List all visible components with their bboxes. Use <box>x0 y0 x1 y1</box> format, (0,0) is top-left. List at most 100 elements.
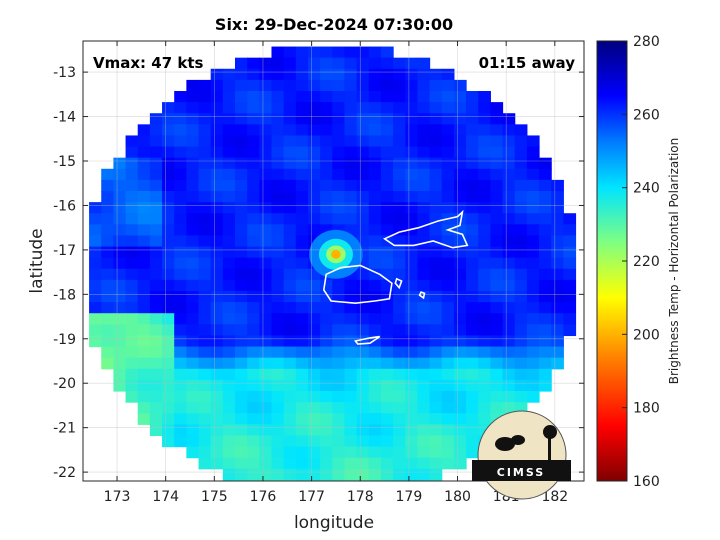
swath-cell <box>320 291 333 303</box>
swath-cell <box>174 168 187 181</box>
swath-cell <box>356 379 370 392</box>
swath-cell <box>210 68 224 81</box>
swath-cell <box>344 57 358 70</box>
swath-cell <box>344 46 358 59</box>
swath-cell <box>186 168 200 181</box>
swath-cell <box>137 179 151 192</box>
swath-cell <box>283 191 297 203</box>
swath-cell <box>186 368 200 381</box>
swath-cell <box>344 379 358 392</box>
swath-cell <box>466 291 479 303</box>
swath-cell <box>210 313 224 325</box>
swath-cell <box>222 435 236 448</box>
swath-cell <box>405 268 419 281</box>
swath-cell <box>393 79 406 92</box>
swath-cell <box>89 213 102 225</box>
swath-cell <box>417 168 431 181</box>
swath-cell <box>344 457 358 470</box>
swath-cell <box>417 57 431 70</box>
swath-cell <box>356 268 370 281</box>
swath-cell <box>259 413 273 425</box>
swath-cell <box>332 57 346 70</box>
swath-cell <box>563 235 577 248</box>
swath-cell <box>563 302 577 314</box>
swath-cell <box>101 291 115 303</box>
swath-cell <box>417 224 431 237</box>
swath-cell <box>441 102 455 114</box>
swath-cell <box>162 413 175 425</box>
swath-cell <box>198 179 212 192</box>
swath-cell <box>441 346 455 359</box>
swath-cell <box>174 135 187 148</box>
swath-cell <box>344 368 358 381</box>
swath-cell <box>174 213 187 225</box>
swath-cell <box>356 246 370 259</box>
swath-cell <box>344 313 358 325</box>
swath-cell <box>210 213 224 225</box>
x-tick-label: 179 <box>396 489 423 505</box>
swath-cell <box>235 257 248 270</box>
swath-cell <box>259 268 273 281</box>
swath-cell <box>174 102 187 114</box>
swath-cell <box>283 79 297 92</box>
swath-cell <box>344 202 358 214</box>
swath-cell <box>393 324 406 337</box>
swath-cell <box>307 357 321 370</box>
swath-cell <box>210 191 224 203</box>
swath-cell <box>125 202 139 214</box>
swath-cell <box>380 146 394 159</box>
swath-cell <box>247 146 260 159</box>
swath-cell <box>210 379 224 392</box>
swath-cell <box>405 324 419 337</box>
swath-cell <box>259 91 273 103</box>
swath-cell <box>490 391 504 403</box>
swath-cell <box>307 446 321 459</box>
swath-cell <box>295 368 309 381</box>
swath-cell <box>320 402 333 414</box>
swath-cell <box>247 91 260 103</box>
swath-cell <box>137 257 151 270</box>
swath-cell <box>417 335 431 348</box>
swath-cell <box>162 124 175 137</box>
swath-cell <box>344 213 358 225</box>
swath-cell <box>162 424 175 437</box>
x-tick-label: 173 <box>104 489 131 505</box>
swath-cell <box>380 368 394 381</box>
swath-cell <box>320 446 333 459</box>
swath-cell <box>344 91 358 103</box>
swath-cell <box>453 379 467 392</box>
swath-cell <box>502 179 516 192</box>
colorbar-label: Brightness Temp - Horizontal Polarizatio… <box>667 138 681 385</box>
swath-cell <box>307 57 321 70</box>
swath-cell <box>162 435 175 448</box>
swath-cell <box>222 413 236 425</box>
swath-cell <box>380 157 394 170</box>
swath-cell <box>466 346 479 359</box>
swath-cell <box>320 346 333 359</box>
swath-cell <box>344 446 358 459</box>
swath-cell <box>186 379 200 392</box>
swath-cell <box>222 146 236 159</box>
swath-cell <box>222 368 236 381</box>
swath-cell <box>283 279 297 292</box>
swath-cell <box>514 402 528 414</box>
swath-cell <box>478 135 491 148</box>
swath-cell <box>356 213 370 225</box>
swath-cell <box>502 335 516 348</box>
swath-cell <box>125 268 139 281</box>
swath-cell <box>125 391 139 403</box>
swath-cell <box>356 113 370 125</box>
swath-cell <box>137 368 151 381</box>
swath-cell <box>514 346 528 359</box>
swath-cell <box>466 446 479 459</box>
swath-cell <box>162 291 175 303</box>
swath-cell <box>405 368 419 381</box>
swath-cell <box>162 135 175 148</box>
swath-cell <box>137 157 151 170</box>
swath-cell <box>174 335 187 348</box>
swath-cell <box>235 213 248 225</box>
swath-cell <box>259 257 273 270</box>
swath-cell <box>235 391 248 403</box>
swath-cell <box>174 202 187 214</box>
swath-cell <box>235 235 248 248</box>
